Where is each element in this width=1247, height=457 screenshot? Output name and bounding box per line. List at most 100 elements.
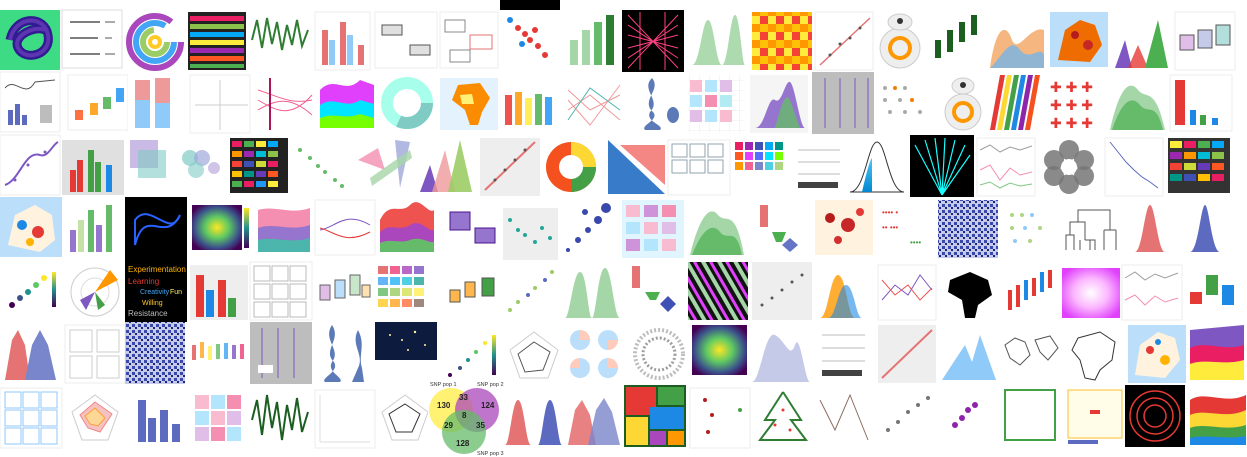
tile-timeseries-multi — [976, 137, 1036, 197]
tile-density-green-layered — [688, 200, 746, 258]
tile-stripe-pattern — [688, 262, 748, 320]
tile-strip-grey-2 — [250, 322, 312, 384]
wordcloud-word-3: Fun — [170, 289, 182, 296]
venn-diagram: SNP pop 1 SNP pop 2 SNP pop 3 130 33 124… — [428, 380, 504, 457]
tile-blank-axes — [189, 74, 251, 134]
tile-boxplot-colored — [1174, 11, 1236, 71]
tile-pink-heatmap — [690, 80, 732, 122]
tile-area-rainbow — [378, 200, 436, 255]
tile-boxplot-red-green-blue — [1185, 265, 1243, 320]
tile-multiline — [877, 264, 937, 321]
wordcloud-word-4: Willing — [142, 300, 163, 307]
tile-color-grid-dark — [230, 138, 288, 193]
tile-radar-outline — [378, 390, 433, 448]
venn-label-set-1: SNP pop 1 — [430, 382, 457, 388]
tile-cyan-fan — [910, 135, 974, 197]
tile-stacked-bars — [128, 75, 188, 133]
tile-lines-cross — [314, 199, 376, 256]
tile-africa-outline — [1065, 325, 1125, 383]
tile-histogram-orange-blue — [815, 262, 873, 320]
tile-overlap-area — [988, 12, 1046, 70]
tile-timeseries-pastel — [1121, 264, 1183, 321]
tile-scatter-regression — [814, 11, 874, 71]
tile-panel-scatter — [64, 324, 126, 384]
tile-red-cross-grid: ✚ ✚ ✚ ✚ ✚ ✚ ✚ ✚ ✚ — [1045, 75, 1103, 133]
tile-scatter-smooth-purple — [0, 134, 61, 196]
tile-red-rings — [1125, 385, 1185, 447]
tile-scatter-green — [292, 140, 350, 195]
wordcloud-word-5: Resistance — [128, 309, 168, 318]
tile-europe-map-2 — [1128, 325, 1186, 383]
tile-color-table — [188, 12, 246, 70]
tile-dot-rows — [1002, 205, 1057, 255]
tile-sparse-scatter — [689, 387, 751, 449]
tile-treemap — [624, 385, 686, 447]
tile-regression-grey — [480, 138, 540, 196]
tile-scatter-red-blue — [500, 12, 558, 70]
tile-boxplot-many — [188, 325, 248, 383]
tile-lavender-area — [750, 322, 812, 384]
tile-candlesticks — [928, 12, 980, 70]
tile-red-text-box — [1065, 385, 1125, 447]
tile-color-stripes — [990, 75, 1040, 130]
tile-polar-chart — [65, 260, 125, 322]
tile-density-purple — [750, 75, 808, 133]
tile-density-2d-small — [692, 325, 747, 375]
venn-count-bc: 35 — [476, 421, 485, 430]
tile-world-outline — [1000, 325, 1062, 380]
tile-stacked-density-green — [1108, 75, 1166, 133]
tile-purple-nebula — [1188, 388, 1247, 448]
tile-heatmap-orange — [752, 12, 812, 70]
tile-boxplot-rainbow — [500, 75, 560, 133]
tile-scatter-matrix — [249, 261, 313, 321]
tile-blue-area — [940, 325, 998, 383]
tile-pink-string-art — [622, 10, 684, 72]
tile-dot-legend — [792, 140, 847, 195]
tile-purple-scatter — [940, 390, 998, 448]
tile-rainbow-stream — [1188, 385, 1247, 447]
tile-parallel-pink — [255, 75, 315, 133]
tile-pink-heatmap-3 — [190, 390, 248, 448]
tile-dots-red-green: •••• • •• ••• •••• — [878, 200, 936, 258]
tile-dendrogram — [1062, 200, 1124, 255]
tile-wordcloud: Experimentation Learning Creativity Fun … — [125, 262, 187, 322]
tile-strip-grey — [812, 72, 874, 134]
svg-text:•••• •: •••• • — [882, 208, 898, 217]
venn-count-abc: 8 — [462, 411, 467, 420]
venn-count-b: 124 — [481, 401, 495, 410]
tile-parallel-coords — [565, 75, 623, 133]
tile-europe-bubbles — [0, 197, 62, 257]
tile-boxplot-orange-green — [440, 265, 500, 320]
svg-text:✚ ✚ ✚: ✚ ✚ ✚ — [1050, 79, 1093, 95]
tile-blue-ribbon-dark — [125, 197, 187, 262]
tile-matrix-cells — [0, 387, 63, 449]
tile-pie-multiples — [565, 322, 627, 384]
tile-boxplot-grey — [374, 11, 438, 69]
tile-green-box — [1000, 385, 1062, 447]
tile-blue-peak-2 — [536, 390, 564, 448]
svg-text:✚ ✚ ✚: ✚ ✚ ✚ — [1050, 115, 1093, 131]
venn-count-ac: 29 — [444, 421, 453, 430]
tile-color-swatches — [732, 138, 790, 196]
tile-black-strip — [500, 0, 560, 10]
tile-density-multi — [1112, 12, 1172, 70]
tile-scatter-gradient — [440, 330, 500, 385]
venn-count-ab: 33 — [459, 393, 468, 402]
tile-bar-red-blue — [190, 265, 248, 320]
venn-count-a: 130 — [437, 401, 451, 410]
tile-knot — [0, 10, 60, 70]
tile-boxplot-pastel — [315, 262, 375, 320]
tile-dot-plot — [878, 78, 936, 130]
tile-noise-texture — [938, 200, 998, 258]
tile-bimodal-green — [562, 262, 622, 320]
tile-blank-plot — [314, 389, 376, 449]
tile-violin-blue-2 — [315, 322, 375, 384]
tile-scatter-grey-2 — [878, 390, 936, 448]
tile-blue-peak — [1180, 202, 1238, 257]
tile-boxplot-purple — [440, 200, 500, 255]
tile-bars-green-purple — [65, 200, 123, 255]
tile-circular-sectors — [542, 138, 600, 196]
tile-stacked-area-purple — [1188, 322, 1246, 382]
tile-noise-texture-2 — [125, 322, 185, 384]
